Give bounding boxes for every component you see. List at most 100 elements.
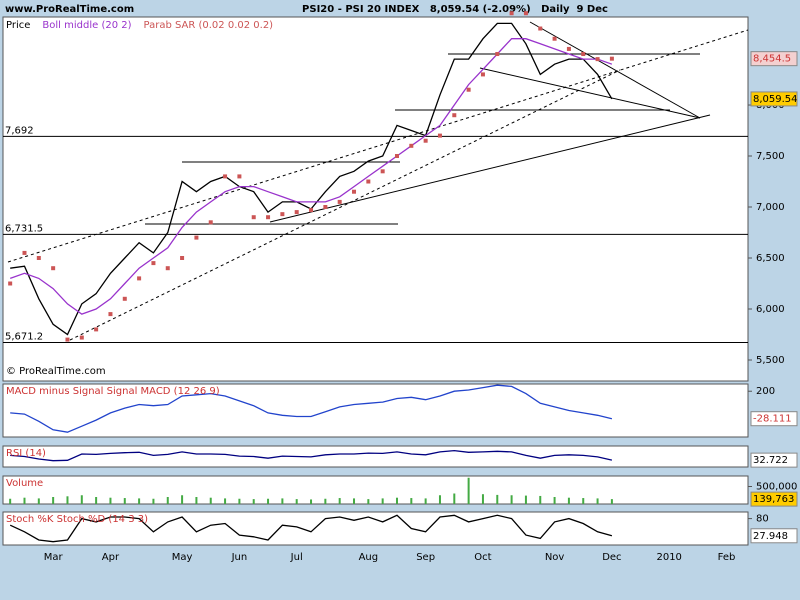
x-tick-label: Apr (102, 552, 120, 563)
bar (238, 498, 241, 504)
level-label: 5,671.2 (5, 332, 43, 343)
chart-title: PSI20 - PSI 20 INDEX 8,059.54 (-2.09%) D… (302, 4, 608, 15)
trend-lines (7, 21, 749, 341)
bar (481, 494, 484, 504)
x-tick-label: Jul (290, 552, 303, 563)
bar (9, 498, 12, 504)
sar-dot (566, 46, 571, 51)
sar-dot (409, 143, 414, 148)
series-line (10, 384, 613, 433)
series-line (10, 449, 613, 462)
bar (80, 495, 83, 504)
level-label: 7,692 (5, 125, 34, 136)
sar-dot (194, 235, 199, 240)
bar (610, 499, 613, 504)
bar (367, 499, 370, 504)
bar (195, 497, 198, 504)
sar-dot (452, 113, 457, 118)
bar (23, 497, 26, 504)
sar-dot (323, 205, 328, 210)
level-label: 6,731.5 (5, 223, 43, 234)
legend-entry: Boll middle (20 2) (42, 20, 131, 31)
sar-dot (309, 208, 314, 213)
x-tick-label: 2010 (656, 552, 681, 563)
bar (295, 499, 298, 504)
x-tick-label: Mar (44, 552, 64, 563)
bar (37, 498, 40, 504)
sar-dot (394, 154, 399, 159)
watermark: © ProRealTime.com (6, 366, 106, 377)
value-box-label: 8,059.54 (753, 94, 798, 105)
sar-dot (108, 312, 113, 317)
sar-dot (523, 11, 528, 16)
sar-dot (581, 52, 586, 57)
sar-dot (165, 266, 170, 271)
panel (2, 16, 749, 382)
y-tick-label: 500,000 (756, 482, 797, 493)
sar-dot (280, 212, 285, 217)
sar-dot (51, 266, 56, 271)
value-box (750, 411, 798, 427)
bar (138, 498, 141, 504)
panel (2, 445, 749, 468)
x-tick-label: Sep (416, 552, 435, 563)
sar-dot (423, 138, 428, 143)
y-tick-label: 7,500 (756, 151, 785, 162)
bar (410, 498, 413, 504)
sar-dot (251, 215, 256, 220)
bar (567, 497, 570, 504)
trend-line (69, 69, 621, 341)
sar-dot (609, 56, 614, 61)
panel-title: MACD minus Signal Signal MACD (12 26 9) (6, 386, 220, 397)
y-tick-label: 200 (756, 386, 775, 397)
bar (66, 496, 69, 504)
sar-dot (223, 174, 228, 179)
value-box (750, 491, 798, 507)
sar-dot (8, 281, 13, 286)
value-box-label: 27.948 (753, 531, 788, 542)
bar (224, 498, 227, 504)
bar (381, 498, 384, 504)
x-tick-label: Nov (545, 552, 565, 563)
bar (453, 493, 456, 504)
sar-dot (337, 199, 342, 204)
panel (2, 511, 749, 546)
series-line (9, 38, 613, 315)
bar (267, 498, 270, 504)
sar-dot (137, 276, 142, 281)
sar-dot (79, 335, 84, 340)
sar-dot (595, 57, 600, 62)
value-box (750, 528, 798, 544)
x-tick-label: Jun (231, 552, 248, 563)
x-tick-label: Dec (602, 552, 621, 563)
bar (181, 495, 184, 504)
bar (524, 495, 527, 504)
bar (467, 477, 470, 504)
series-line (9, 514, 613, 543)
bar (353, 498, 356, 504)
sar-dot (437, 133, 442, 138)
bar (123, 498, 126, 504)
bar (52, 497, 55, 504)
bar (438, 495, 441, 504)
y-tick-label: 6,500 (756, 253, 785, 264)
value-box (750, 452, 798, 468)
value-box-label: -28.111 (753, 414, 792, 425)
bar (539, 495, 542, 504)
value-box-label: 8,454.5 (753, 54, 791, 65)
panel-title: RSI (14) (6, 448, 46, 459)
x-tick-label: Feb (718, 552, 736, 563)
sar-dot (151, 261, 156, 266)
sar-dot (208, 220, 213, 225)
legend-entry: Parab SAR (0.02 0.02 0.2) (144, 20, 274, 31)
panel (2, 475, 749, 505)
site-label: www.ProRealTime.com (5, 4, 134, 15)
y-tick-label: 5,500 (756, 355, 785, 366)
panel-title: Volume (6, 478, 43, 489)
bar (424, 498, 427, 504)
sar-dot (366, 179, 371, 184)
bar (324, 498, 327, 504)
bar (338, 498, 341, 504)
sar-dot (294, 210, 299, 215)
